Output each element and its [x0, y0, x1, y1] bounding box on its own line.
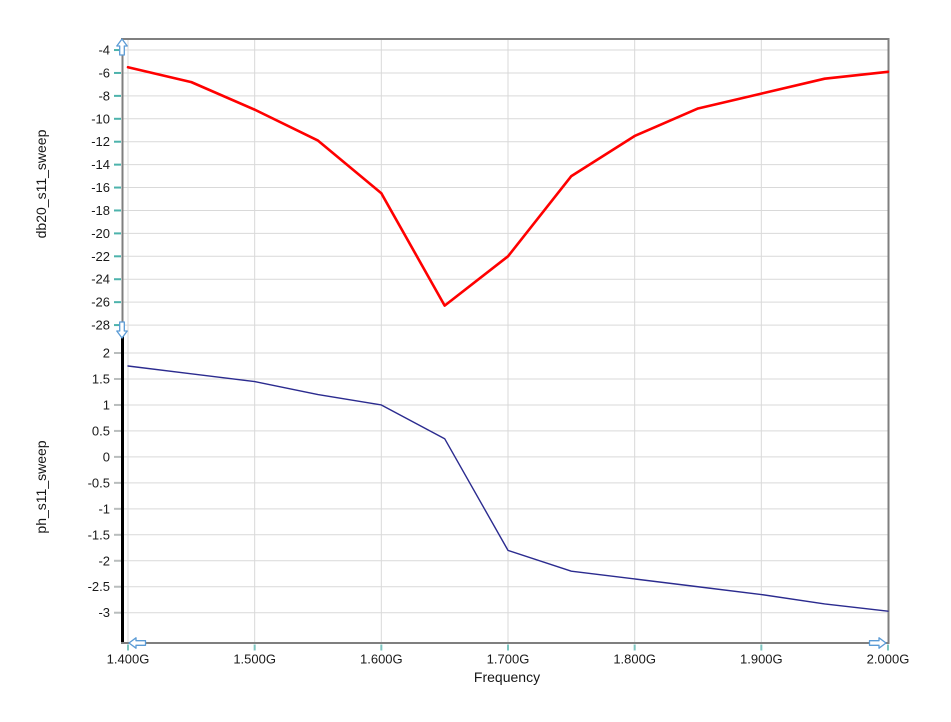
- x-tick-label: 1.400G: [107, 652, 150, 667]
- y-tick-label: 2: [103, 346, 110, 361]
- bottom-y-axis-title: ph_s11_sweep: [33, 440, 49, 534]
- y-tick-label: -2.5: [88, 579, 110, 594]
- x-axis-left-arrow-icon[interactable]: [128, 637, 147, 649]
- y-tick-label: -22: [91, 249, 110, 264]
- y-tick-label: -26: [91, 295, 110, 310]
- y-tick-label: -16: [91, 180, 110, 195]
- magnitude-trace: [126, 65, 890, 307]
- y-axis-up-arrow-icon[interactable]: [116, 38, 128, 56]
- x-axis-right-arrow-icon[interactable]: [868, 637, 887, 649]
- y-tick-label: -12: [91, 134, 110, 149]
- y-tick-label: -0.5: [88, 475, 110, 490]
- x-tick-label: 1.800G: [613, 652, 656, 667]
- y-tick-label: 0.5: [92, 423, 110, 438]
- phase-trace: [127, 365, 889, 612]
- x-tick-label: 1.500G: [233, 652, 276, 667]
- y-tick-label: -18: [91, 203, 110, 218]
- y-tick-label: -4: [98, 43, 110, 58]
- x-tick-label: 1.900G: [740, 652, 783, 667]
- y-tick-label: -1: [98, 501, 110, 516]
- y-tick-label: -2: [98, 553, 110, 568]
- x-tick-label: 1.600G: [360, 652, 403, 667]
- y-tick-label: -10: [91, 111, 110, 126]
- y-tick-label: -8: [98, 88, 110, 103]
- y-tick-label: 1: [103, 397, 110, 412]
- y-tick-label: -14: [91, 157, 110, 172]
- y-tick-label: -20: [91, 226, 110, 241]
- y-tick-label: 0: [103, 449, 110, 464]
- x-axis-title: Frequency: [473, 669, 541, 685]
- y-axis-down-arrow-icon[interactable]: [116, 321, 128, 339]
- y-tick-label: -6: [98, 65, 110, 80]
- y-tick-label: -24: [91, 272, 110, 287]
- y-tick-label: 1.5: [92, 371, 110, 386]
- top-y-axis-title: db20_s11_sweep: [33, 129, 49, 239]
- x-tick-label: 1.700G: [487, 652, 530, 667]
- x-tick-label: 2.000G: [867, 652, 910, 667]
- y-tick-label: -28: [91, 318, 110, 333]
- y-tick-label: -3: [98, 605, 110, 620]
- y-tick-label: -1.5: [88, 527, 110, 542]
